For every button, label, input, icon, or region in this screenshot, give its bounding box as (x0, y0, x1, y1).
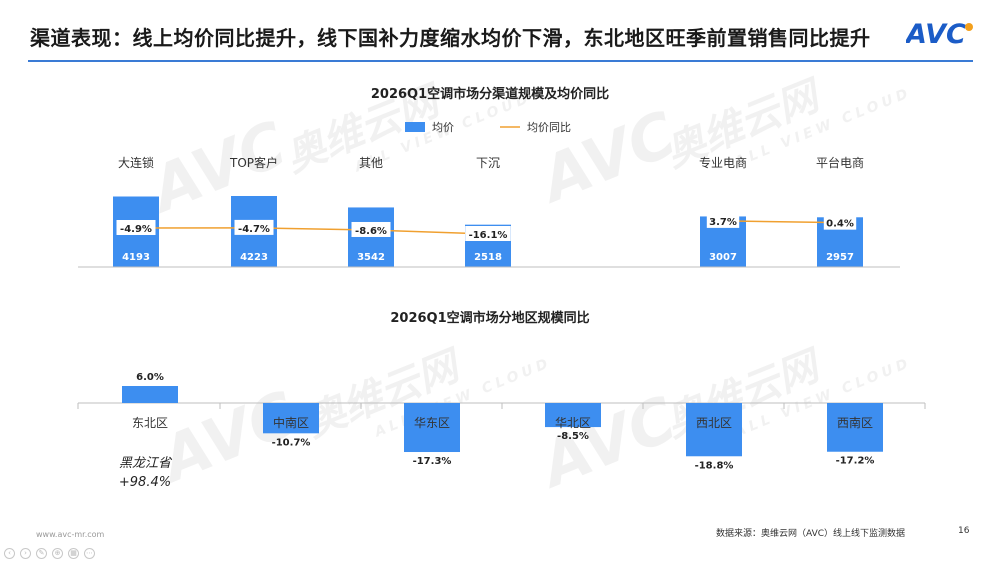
bar-value-label: -8.5% (557, 431, 589, 442)
slide-toolbar: ‹ › ✎ ⊕ ▦ ⋯ (4, 548, 95, 559)
bar (404, 403, 460, 453)
series-line (722, 220, 841, 224)
logo-dot (965, 23, 973, 31)
line-value-label: -16.1% (469, 230, 508, 241)
line-label-box (116, 220, 156, 235)
chart-title: 2026Q1空调市场分地区规模同比 (390, 310, 589, 326)
bar-value-label: -17.3% (413, 456, 452, 467)
annotation-value: +98.4% (119, 475, 171, 490)
line-value-label: -4.9% (120, 224, 152, 235)
category-label: 下沉 (476, 156, 500, 170)
line-value-label: 0.4% (826, 219, 854, 230)
legend-line-label: 均价同比 (527, 121, 571, 134)
line-label-box (351, 221, 391, 237)
bar (827, 403, 883, 452)
pen-icon[interactable]: ✎ (36, 548, 47, 559)
category-label: 西南区 (837, 415, 873, 430)
legend-bar-label: 均价 (432, 121, 454, 134)
avc-logo: AVC (906, 19, 973, 48)
bar (122, 386, 178, 403)
more-icon[interactable]: ⋯ (84, 548, 95, 559)
bar-value-label: 3007 (709, 252, 737, 263)
line-value-label: -8.6% (355, 226, 387, 237)
bar-value-label: -18.8% (695, 460, 734, 471)
category-label: 大连锁 (118, 155, 154, 170)
line-label-box (823, 214, 857, 230)
category-label: 华北区 (555, 416, 591, 430)
zoom-icon[interactable]: ⊕ (52, 548, 63, 559)
category-label: 平台电商 (816, 155, 864, 170)
line-label-box (234, 219, 274, 235)
line-label-box (465, 226, 511, 241)
bar (686, 403, 742, 457)
prev-icon[interactable]: ‹ (4, 548, 15, 559)
category-label: 华东区 (414, 416, 450, 430)
bar-value-label: 4193 (122, 252, 150, 263)
bar-value-label: 3542 (357, 252, 385, 263)
line-label-box (706, 212, 740, 228)
bar-value-label: -10.7% (272, 437, 311, 448)
chart-title: 2026Q1空调市场分渠道规模及均价同比 (371, 86, 609, 102)
line-value-label: -4.7% (238, 224, 270, 235)
bar-value-label: -17.2% (836, 456, 875, 467)
line-value-label: 3.7% (709, 217, 737, 228)
channel-price-chart: 2026Q1空调市场分渠道规模及均价同比 均价 均价同比 大连锁 4193 TOP客… (78, 86, 900, 268)
bar (545, 403, 601, 428)
next-icon[interactable]: › (20, 548, 31, 559)
page-number: 16 (958, 526, 970, 536)
page-title: 渠道表现：线上均价同比提升，线下国补力度缩水均价下滑，东北地区旺季前置销售同比提… (30, 26, 871, 50)
category-label: 东北区 (132, 416, 168, 430)
bar-value-label: 2518 (474, 252, 502, 263)
grid-icon[interactable]: ▦ (68, 548, 79, 559)
annotation-region: 黑龙江省 (119, 456, 173, 471)
title-divider (28, 60, 973, 62)
bar-value-label: 4223 (240, 252, 268, 263)
footer-url[interactable]: www.avc-mr.com (36, 530, 105, 539)
region-scale-chart: 2026Q1空调市场分地区规模同比 东北区 6.0% 中南区 -10.7% 华东区 -17… (77, 310, 926, 490)
footer-source: 数据来源：奥维云网（AVC）线上线下监测数据 (716, 529, 906, 539)
legend-bar-swatch (405, 122, 425, 132)
logo-text: AVC (906, 19, 966, 48)
bar (348, 207, 394, 267)
bar (263, 403, 319, 434)
bar-value-label: 2957 (826, 252, 854, 263)
category-label: 其他 (359, 156, 383, 170)
bar-value-label: 6.0% (136, 372, 164, 383)
series-line (135, 227, 489, 235)
category-label: 西北区 (696, 416, 732, 430)
category-label: 专业电商 (699, 155, 747, 170)
category-label: 中南区 (273, 415, 309, 430)
category-label: TOP客户 (229, 155, 278, 170)
